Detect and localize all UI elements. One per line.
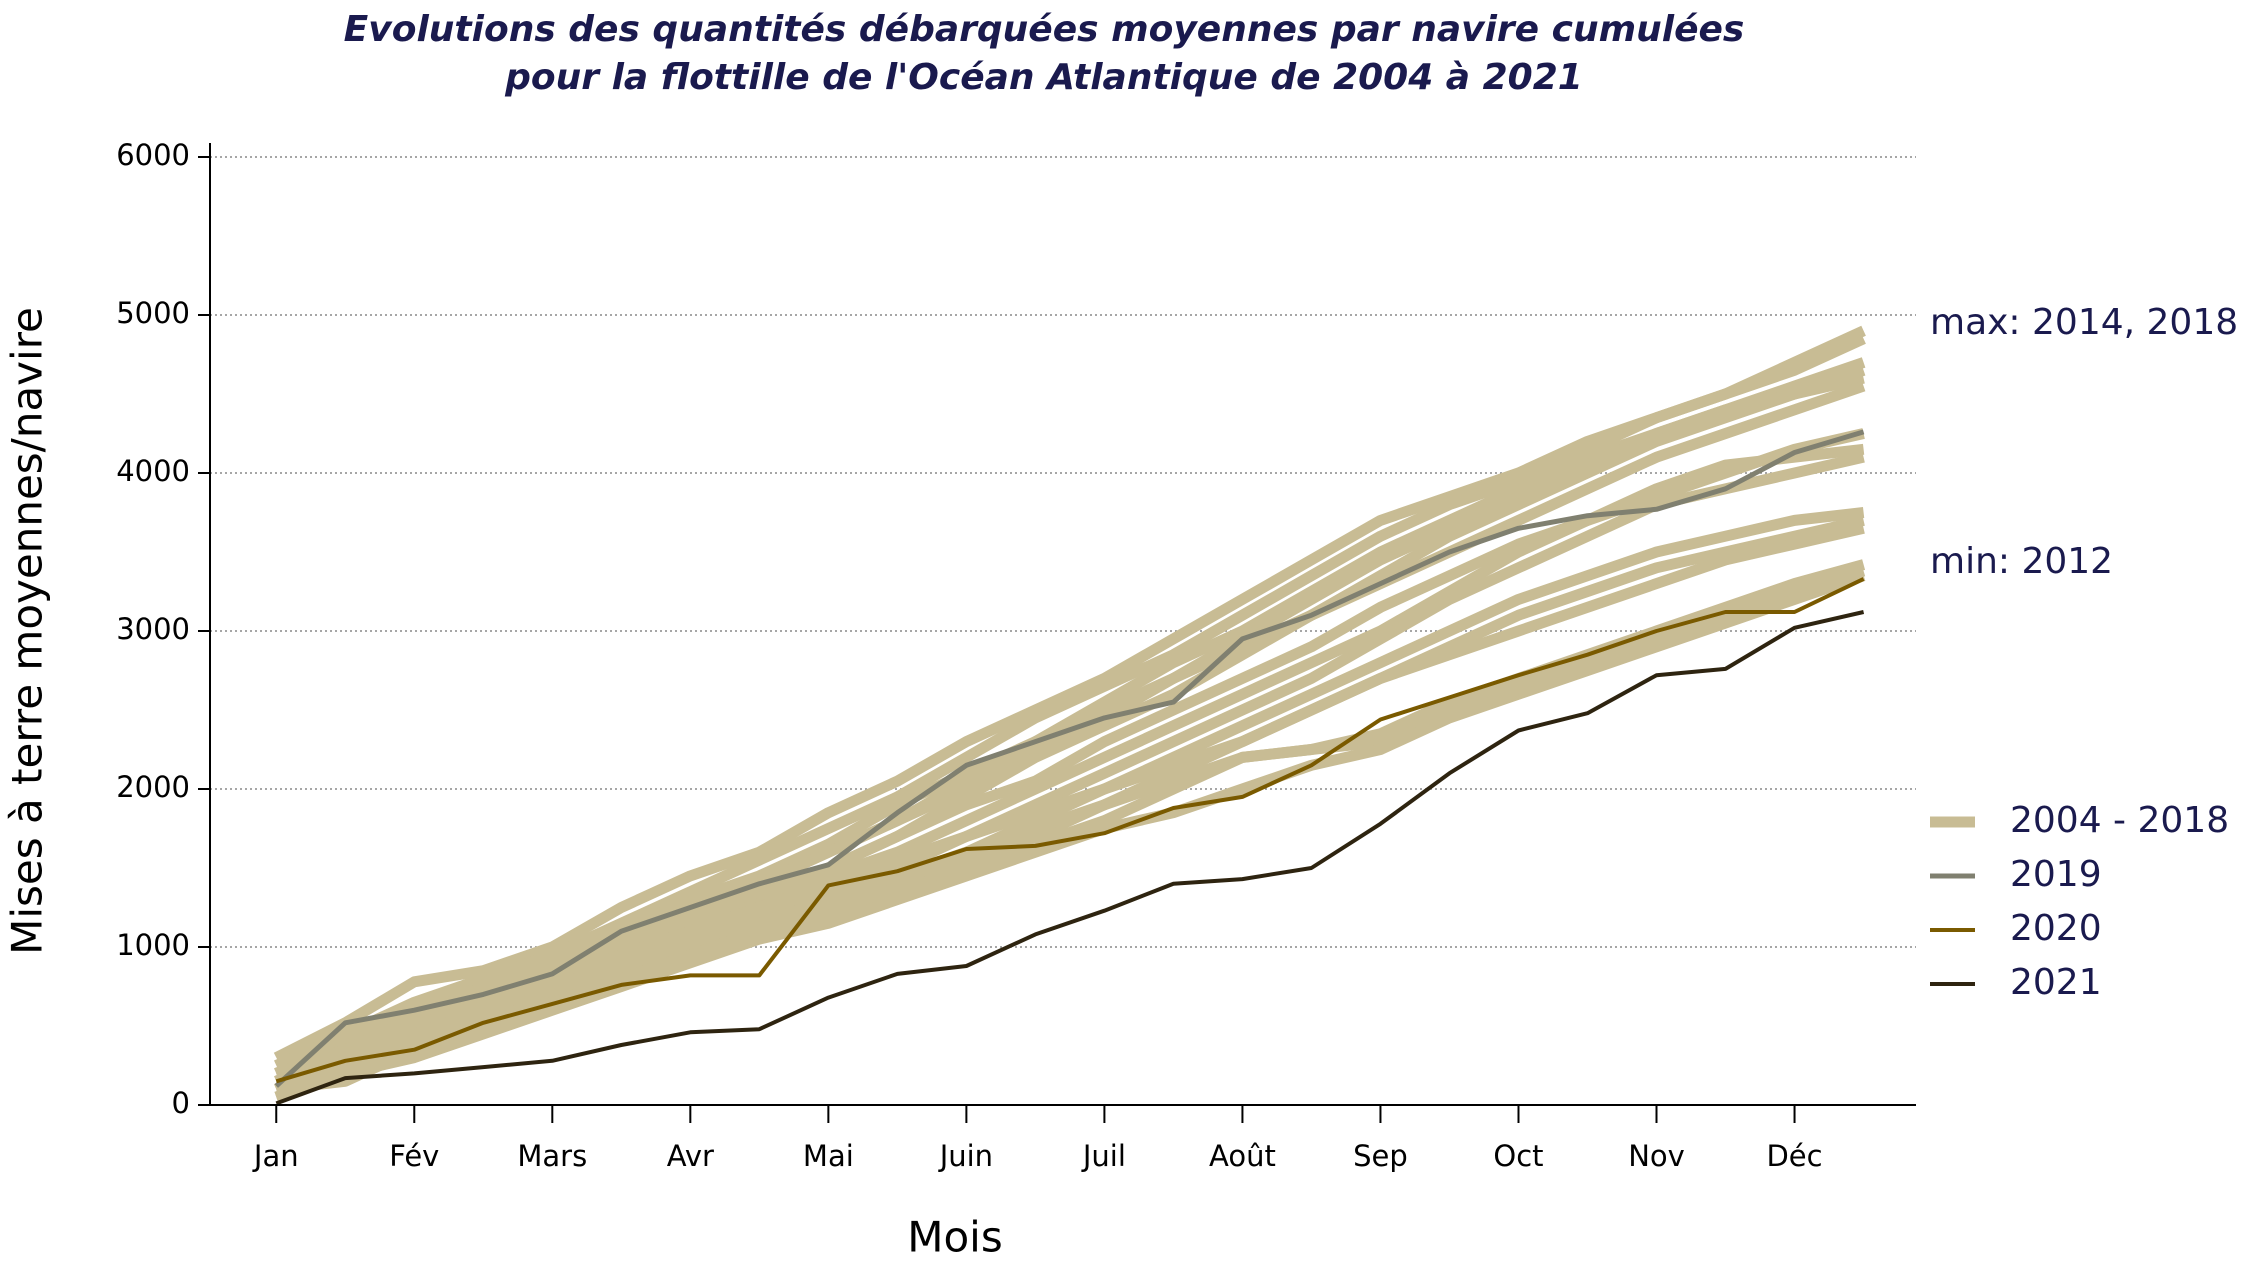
x-tick-label: Août: [1209, 1139, 1276, 1173]
y-tick-label: 0: [172, 1086, 190, 1120]
legend-label: 2004 - 2018: [2010, 800, 2229, 841]
series-line: [275, 565, 1866, 1079]
annotation: min: 2012: [1930, 541, 2113, 582]
x-tick-label: Déc: [1766, 1139, 1822, 1173]
legend-label: 2020: [2010, 908, 2102, 949]
chart-title: pour la flottille de l'Océan Atlantique …: [504, 57, 1583, 98]
y-tick-label: 5000: [116, 296, 190, 330]
x-tick-label: Oct: [1493, 1139, 1543, 1173]
series-line: [275, 610, 1865, 1106]
x-tick-label: Nov: [1628, 1139, 1685, 1173]
x-tick-label: Sep: [1353, 1139, 1408, 1173]
series-line: [273, 325, 1866, 1063]
series-line: [274, 515, 1865, 1079]
y-axis-title: Mises à terre moyennes/navire: [3, 307, 52, 955]
y-tick-label: 2000: [116, 770, 190, 804]
series-line: [275, 577, 1865, 1084]
series-line: [274, 372, 1865, 1071]
x-tick-label: Jan: [252, 1139, 299, 1173]
y-tick-label: 6000: [116, 138, 190, 172]
x-tick-label: Avr: [667, 1139, 714, 1173]
annotation: max: 2014, 2018: [1930, 302, 2238, 343]
series-line: [274, 429, 1865, 1088]
x-tick-label: Mars: [517, 1139, 587, 1173]
y-tick-label: 1000: [116, 928, 190, 962]
x-tick-label: Mai: [803, 1139, 854, 1173]
legend-label: 2021: [2010, 962, 2102, 1003]
y-tick-label: 4000: [116, 454, 190, 488]
chart-title: Evolutions des quantités débarquées moye…: [344, 9, 1745, 50]
x-axis-title: Mois: [907, 1213, 1002, 1262]
legend-label: 2019: [2010, 854, 2102, 895]
series-line: [274, 428, 1865, 1079]
x-tick-label: Fév: [389, 1139, 439, 1173]
x-tick-label: Juin: [938, 1139, 993, 1173]
x-tick-label: Juil: [1081, 1139, 1126, 1173]
y-tick-label: 3000: [116, 612, 190, 646]
